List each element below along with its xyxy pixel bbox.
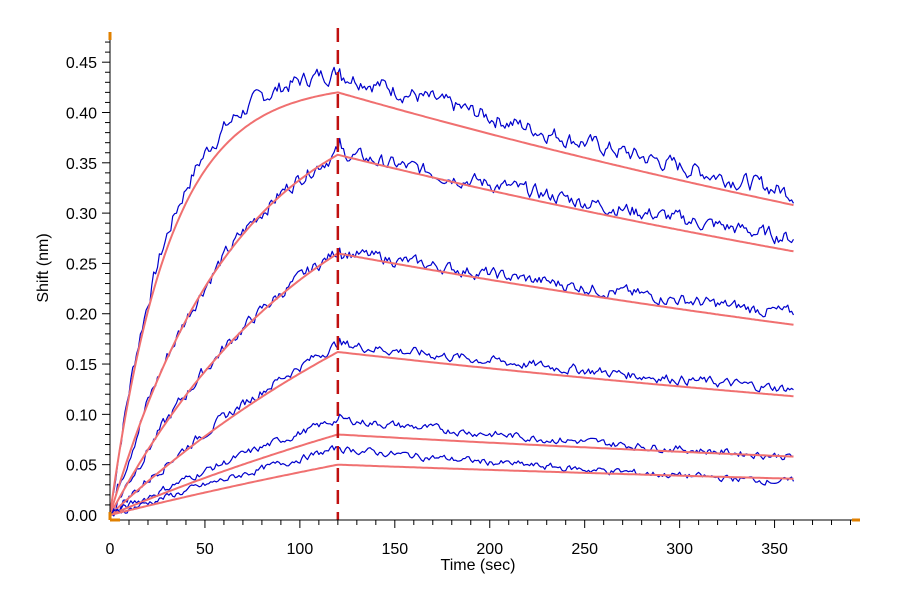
- measured-curve: [109, 66, 795, 516]
- x-tick-label: 50: [196, 541, 214, 558]
- measured-curve: [109, 413, 794, 517]
- x-tick-label: 150: [381, 541, 408, 558]
- x-axis-title: Time (sec): [441, 557, 516, 574]
- y-tick-label: 0.10: [66, 407, 97, 424]
- measured-curve: [109, 337, 794, 519]
- x-tick-label: 100: [287, 541, 314, 558]
- x-tick-label: 350: [761, 541, 788, 558]
- y-tick-label: 0.45: [66, 55, 97, 72]
- y-tick-label: 0.25: [66, 256, 97, 273]
- fit-curve: [109, 351, 794, 516]
- y-axis-title: Shift (nm): [35, 233, 52, 302]
- fit-curve: [109, 463, 794, 516]
- fit-curve: [109, 252, 794, 516]
- x-tick-label: 200: [476, 541, 503, 558]
- y-tick-label: 0.05: [66, 458, 97, 475]
- y-tick-label: 0.30: [66, 206, 97, 223]
- x-tick-label: 250: [571, 541, 598, 558]
- measured-curve: [109, 137, 795, 519]
- x-tick-label: 300: [666, 541, 693, 558]
- y-tick-label: 0.20: [66, 307, 97, 324]
- fit-curve: [109, 153, 794, 516]
- fit-curve: [109, 91, 794, 516]
- x-tick-label: 0: [106, 541, 115, 558]
- measured-curve: [109, 445, 795, 517]
- y-tick-label: 0.40: [66, 105, 97, 122]
- plot-lines: [109, 28, 795, 520]
- y-tick-label: 0.00: [66, 508, 97, 525]
- fit-curve: [109, 433, 794, 516]
- axes: 0 50 100 150 200 250 300 350 0.00 0.05 0.10 0.15 0.2…: [66, 32, 860, 558]
- y-tick-label: 0.15: [66, 357, 97, 374]
- y-tick-label: 0.35: [66, 156, 97, 173]
